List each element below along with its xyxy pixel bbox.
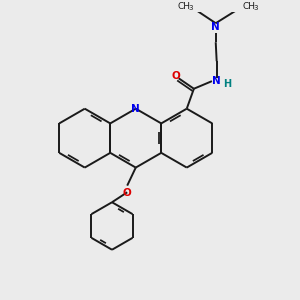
Text: N: N	[212, 76, 221, 86]
Text: O: O	[123, 188, 132, 197]
Text: O: O	[172, 71, 180, 81]
Text: H: H	[223, 79, 231, 89]
Text: CH: CH	[242, 2, 256, 10]
Text: 3: 3	[189, 5, 193, 11]
Text: CH: CH	[177, 2, 190, 10]
Text: 3: 3	[254, 5, 258, 11]
Text: N: N	[211, 22, 220, 32]
Text: N: N	[131, 104, 140, 114]
